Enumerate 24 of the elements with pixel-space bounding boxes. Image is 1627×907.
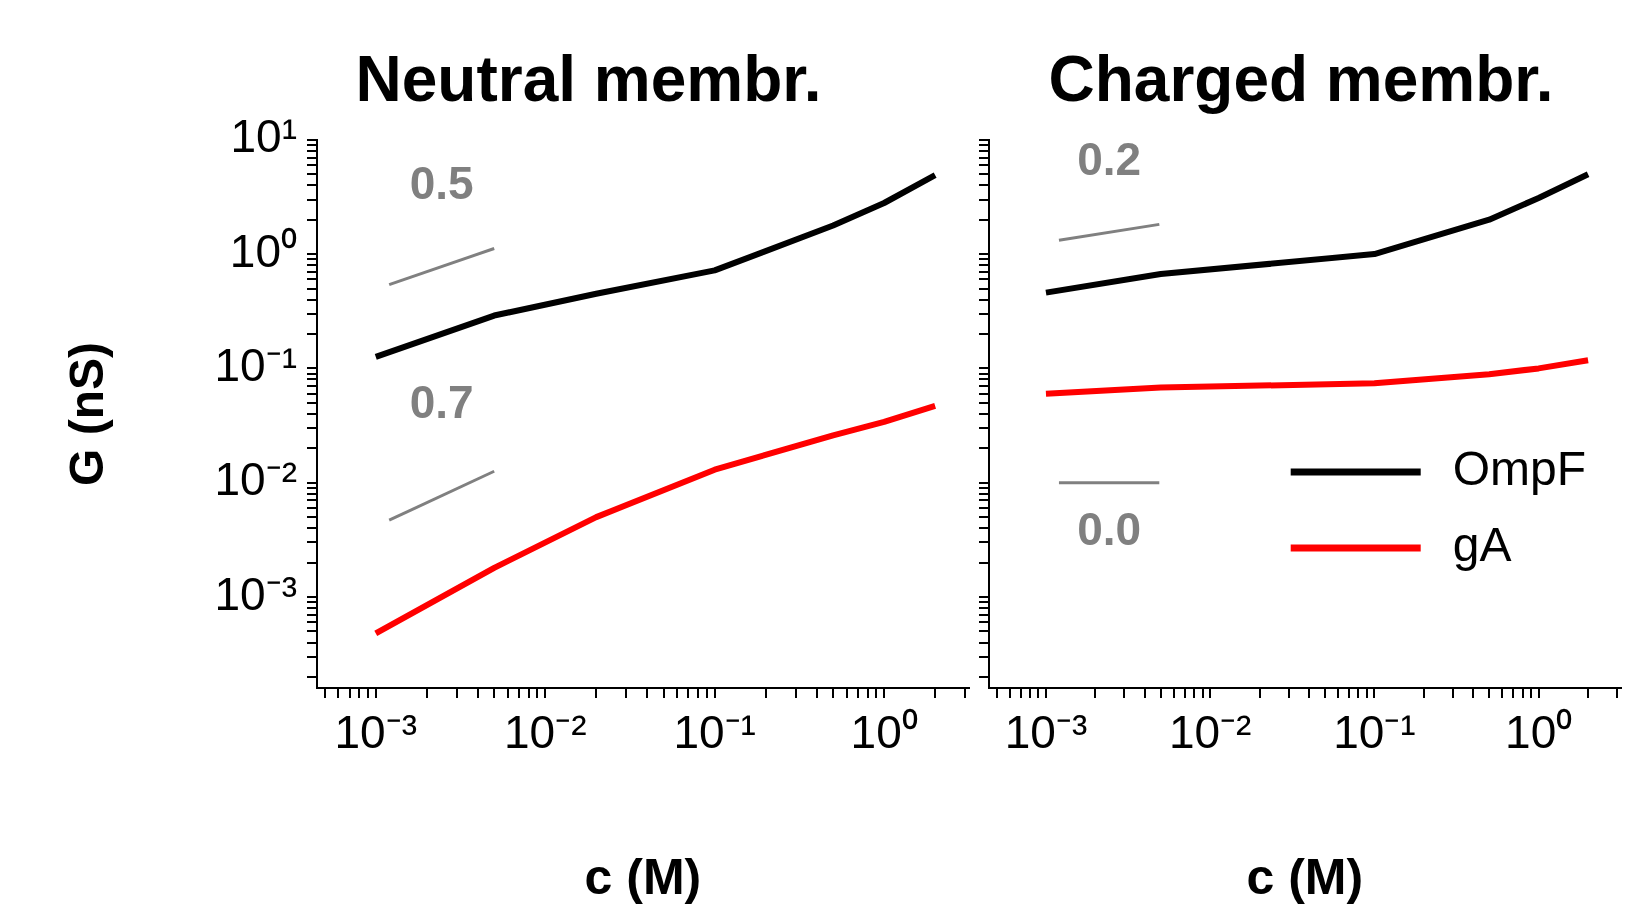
x-tick-label: 10⁰ <box>1505 706 1573 759</box>
annotation: 0.2 <box>1077 133 1142 186</box>
x-tick-label: 10⁻¹ <box>1333 706 1416 759</box>
x-tick-label: 10⁰ <box>850 706 918 759</box>
x-tick-label: 10⁻² <box>503 706 587 759</box>
x-tick-label: 10⁻³ <box>1004 706 1088 759</box>
y-tick-label: 10⁻² <box>214 453 297 506</box>
y-tick-label: 10¹ <box>230 110 297 163</box>
legend-label: gA <box>1452 518 1512 572</box>
x-axis-title: c (M) <box>584 848 702 905</box>
y-tick-label: 10⁰ <box>229 224 297 277</box>
annotation: 0.5 <box>409 157 474 210</box>
legend-label: OmpF <box>1452 442 1587 496</box>
y-axis-title: G (nS) <box>60 341 114 486</box>
x-tick-label: 10⁻³ <box>334 706 418 759</box>
chart-title: Neutral membr. <box>355 43 822 116</box>
y-tick-label: 10⁻¹ <box>214 339 297 392</box>
y-tick-label: 10⁻³ <box>214 567 297 620</box>
x-axis-title: c (M) <box>1246 848 1364 905</box>
x-tick-label: 10⁻² <box>1168 706 1252 759</box>
x-tick-label: 10⁻¹ <box>673 706 756 759</box>
annotation: 0.7 <box>409 375 474 428</box>
chart-title: Charged membr. <box>1048 43 1554 116</box>
annotation: 0.0 <box>1077 503 1142 556</box>
